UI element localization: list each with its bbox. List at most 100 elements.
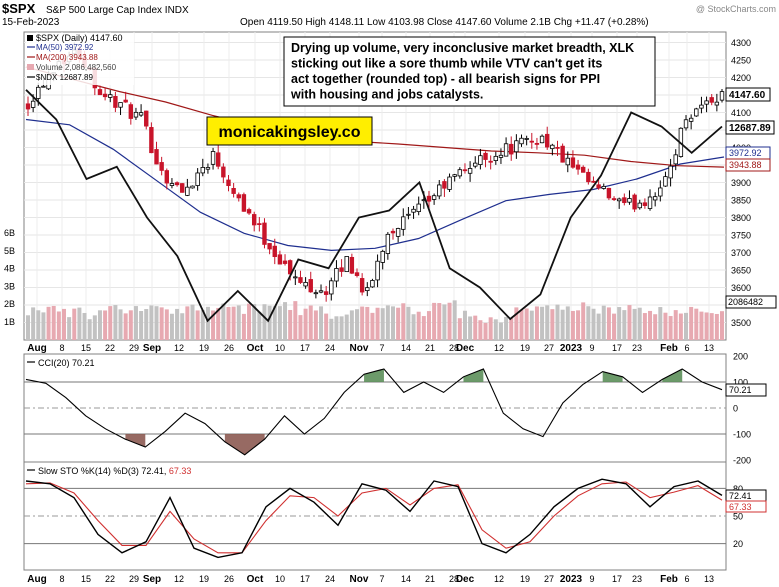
date-tick-label: 13 bbox=[704, 343, 714, 353]
candle-body bbox=[714, 101, 720, 106]
volume-bar bbox=[159, 307, 164, 340]
candle-body bbox=[560, 145, 565, 163]
price-tick-label: 3600 bbox=[731, 283, 751, 293]
cci-indicator: 200 100 0 -100 -200 bbox=[24, 352, 751, 466]
candle-body bbox=[457, 169, 463, 177]
price-tags: 4147.60 12687.89 3972.92 3943.88 2086482 bbox=[725, 87, 777, 309]
ma200-tag: 3943.88 bbox=[729, 160, 762, 170]
candle-body bbox=[102, 93, 108, 98]
candle-body bbox=[447, 176, 452, 190]
volume-bar bbox=[658, 307, 663, 340]
candle-body bbox=[36, 86, 41, 99]
candle-body bbox=[539, 135, 545, 144]
candle-body bbox=[719, 91, 725, 101]
candle-body bbox=[406, 213, 411, 216]
cci-legend: CCI(20) 70.21 70.21 bbox=[27, 358, 767, 397]
legend-ma50: MA(50) 3972.92 bbox=[36, 43, 94, 52]
candle-body bbox=[108, 94, 113, 98]
candle-body bbox=[709, 97, 714, 103]
candle-body bbox=[144, 110, 149, 127]
moving-averages bbox=[25, 66, 725, 252]
volume-bar bbox=[262, 304, 267, 340]
volume-bar bbox=[87, 319, 92, 340]
volume-bar bbox=[370, 312, 375, 340]
volume-bar bbox=[175, 308, 180, 340]
volume-bar bbox=[283, 302, 288, 340]
annotation-line: with housing and jobs catalysts. bbox=[290, 88, 483, 102]
date-tick-label: 19 bbox=[199, 574, 209, 584]
price-tick-label: 3800 bbox=[731, 213, 751, 223]
date-tick-label: 8 bbox=[59, 574, 64, 584]
date-tick-label: 6 bbox=[684, 574, 689, 584]
volume-bar bbox=[673, 310, 678, 340]
candle-body bbox=[416, 203, 421, 213]
date-tick-label: 17 bbox=[300, 574, 310, 584]
volume-bar bbox=[180, 313, 185, 340]
ticker-name: S&P 500 Large Cap Index INDX bbox=[46, 5, 189, 16]
volume-bar bbox=[241, 313, 246, 340]
candle-body bbox=[334, 268, 339, 282]
volume-bar bbox=[596, 313, 601, 340]
volume-bar bbox=[26, 315, 30, 340]
volume-bar bbox=[570, 310, 575, 340]
candle-body bbox=[359, 278, 365, 293]
date-tick-label: 23 bbox=[632, 343, 642, 353]
date-tick-label: 2023 bbox=[560, 574, 583, 585]
candle-body bbox=[272, 245, 277, 258]
candle-body bbox=[308, 279, 313, 293]
volume-bar bbox=[319, 306, 324, 340]
sto-tick-label: 80 bbox=[733, 484, 743, 494]
candle-body bbox=[509, 143, 514, 155]
date-tick-label: 17 bbox=[612, 343, 622, 353]
volume-bar bbox=[72, 308, 77, 340]
price-tick-label: 3650 bbox=[731, 266, 751, 276]
candle-body bbox=[164, 170, 169, 184]
brand-text: monicakingsley.co bbox=[219, 124, 361, 141]
candle-body bbox=[616, 198, 622, 202]
date-tick-label: 23 bbox=[632, 574, 642, 584]
header-date: 15-Feb-2023 bbox=[2, 17, 60, 28]
volume-bar bbox=[267, 305, 272, 340]
volume-bar bbox=[164, 309, 169, 340]
cci-tick-label: 0 bbox=[733, 404, 738, 414]
brand-box: monicakingsley.co bbox=[206, 116, 373, 146]
volume-bar bbox=[632, 308, 637, 340]
volume-bar bbox=[97, 310, 102, 340]
volume-bar bbox=[617, 307, 622, 340]
volume-bar bbox=[637, 307, 642, 340]
candle-body bbox=[380, 250, 385, 263]
volume-bar bbox=[231, 306, 236, 340]
price-tick-label: 3850 bbox=[731, 196, 751, 206]
candle-body bbox=[581, 166, 586, 173]
candle-body bbox=[210, 151, 216, 165]
volume-bar bbox=[339, 316, 344, 340]
candle-body bbox=[699, 104, 704, 109]
watermark: @ StockCharts.com bbox=[696, 4, 776, 14]
date-tick-label: 19 bbox=[520, 574, 530, 584]
volume-bar bbox=[252, 304, 257, 340]
candle-body bbox=[241, 194, 247, 212]
legend-ma200: MA(200) 3943.88 bbox=[36, 53, 98, 62]
candle-body bbox=[591, 180, 596, 183]
candle-body bbox=[375, 260, 380, 281]
volume-bar bbox=[360, 306, 365, 340]
legend-volume: Volume 2,086,482,560 bbox=[36, 63, 117, 72]
candle-body bbox=[174, 182, 180, 186]
volume-bar bbox=[41, 312, 46, 340]
ma50-tag: 3972.92 bbox=[729, 148, 762, 158]
date-tick-label: Sep bbox=[143, 343, 161, 354]
candle-body bbox=[138, 112, 144, 116]
candle-body bbox=[524, 138, 529, 140]
volume-bar bbox=[648, 310, 653, 340]
volume-bar bbox=[488, 317, 493, 340]
candle-body bbox=[488, 160, 493, 163]
volume-bar bbox=[498, 322, 503, 340]
volume-bar bbox=[416, 311, 421, 340]
volume-bar bbox=[236, 305, 241, 340]
candle-body bbox=[545, 133, 550, 148]
volume-bar bbox=[190, 304, 195, 340]
candle-body bbox=[627, 198, 632, 203]
date-tick-label: 19 bbox=[520, 343, 530, 353]
volume-bar bbox=[288, 309, 293, 340]
candle-body bbox=[339, 267, 344, 272]
